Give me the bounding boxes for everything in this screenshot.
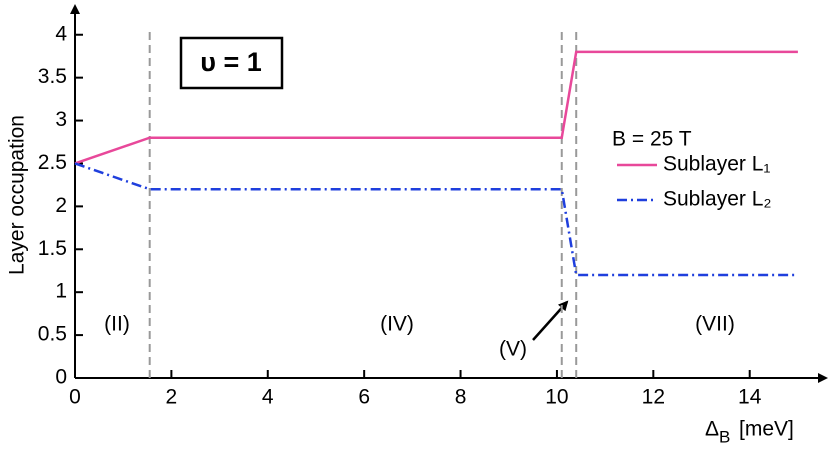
y-tick-label: 0 bbox=[55, 366, 67, 389]
legend-label: Sublayer L₁ bbox=[663, 153, 770, 176]
legend-title: B = 25 T bbox=[612, 128, 692, 151]
legend-label: Sublayer L₂ bbox=[663, 188, 772, 211]
y-tick-label: 1.5 bbox=[38, 237, 67, 260]
region-label: (VII) bbox=[695, 313, 735, 336]
x-tick-label: 6 bbox=[358, 386, 370, 409]
y-axis-label: Layer occupation bbox=[6, 115, 29, 275]
x-tick-label: 2 bbox=[166, 386, 178, 409]
y-tick-label: 3 bbox=[55, 108, 67, 131]
filling-box bbox=[179, 36, 284, 90]
filling-label: υ = 1 bbox=[200, 47, 262, 77]
series-line bbox=[74, 50, 798, 165]
x-tick-label: 0 bbox=[69, 386, 81, 409]
x-label-subscript: B bbox=[719, 427, 730, 446]
x-tick-label: 4 bbox=[262, 386, 274, 409]
region-label: (II) bbox=[104, 313, 130, 336]
y-tick-label: 2 bbox=[55, 194, 67, 217]
x-tick-label: 14 bbox=[738, 386, 762, 409]
x-tick-label: 8 bbox=[455, 386, 467, 409]
series-line bbox=[74, 162, 798, 277]
y-tick-label: 1 bbox=[55, 280, 67, 303]
x-tick-label: 12 bbox=[642, 386, 665, 409]
region-label: (V) bbox=[499, 338, 527, 361]
y-tick-label: 4 bbox=[55, 22, 67, 45]
y-tick-label: 0.5 bbox=[38, 323, 67, 346]
x-label-unit: [meV] bbox=[739, 418, 794, 441]
x-label-symbol: Δ bbox=[705, 418, 719, 441]
region-label: (IV) bbox=[380, 313, 414, 336]
y-tick-label: 3.5 bbox=[38, 65, 67, 88]
x-tick-label: 10 bbox=[545, 386, 568, 409]
y-tick-label: 2.5 bbox=[38, 151, 67, 174]
x-axis-label: Δ B [meV] bbox=[705, 418, 794, 447]
